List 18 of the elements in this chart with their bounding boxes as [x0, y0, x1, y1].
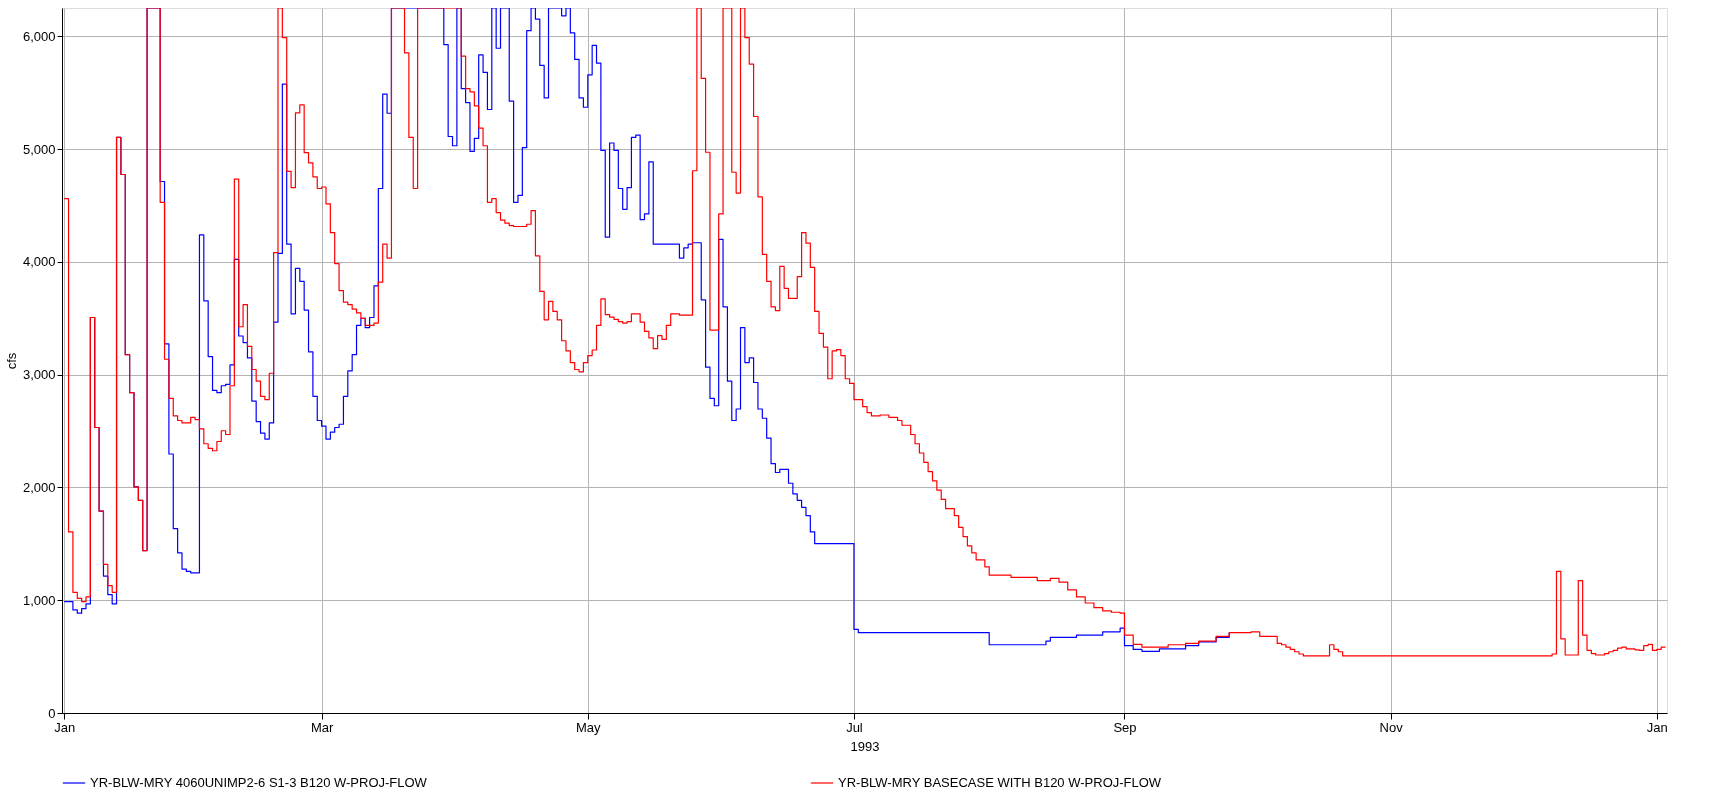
y-axis-title: cfs	[3, 352, 19, 370]
y-tick-label: 0	[48, 705, 56, 721]
y-tick-label: 2,000	[22, 479, 56, 495]
x-tick-label: Jan	[54, 719, 76, 735]
x-tick-label: Mar	[310, 719, 334, 735]
x-tick-label: May	[576, 719, 602, 735]
y-tick-label: 3,000	[22, 367, 56, 383]
x-tick-label: Jul	[846, 719, 863, 735]
legend-label: YR-BLW-MRY BASECASE WITH B120 W-PROJ-FLOW	[838, 775, 1162, 790]
x-axis-title: 1993	[850, 738, 880, 754]
y-tick-label: 5,000	[22, 141, 56, 157]
legend-label: YR-BLW-MRY 4060UNIMP2-6 S1-3 B120 W-PROJ-FLOW	[90, 775, 428, 790]
x-tick-label: Jan	[1646, 719, 1668, 735]
y-tick-label: 1,000	[22, 592, 56, 608]
y-tick-label: 4,000	[22, 254, 56, 270]
x-tick-label: Sep	[1113, 719, 1137, 735]
y-tick-label: 6,000	[22, 28, 56, 44]
x-tick-label: Nov	[1379, 719, 1404, 735]
